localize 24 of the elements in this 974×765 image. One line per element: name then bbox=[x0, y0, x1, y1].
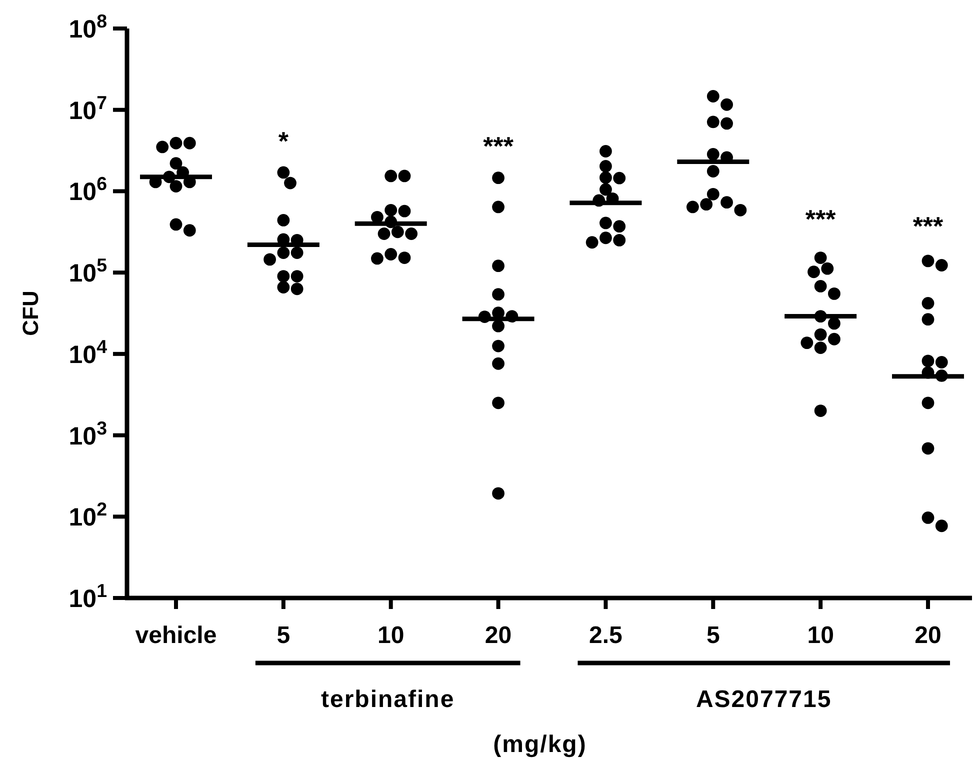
x-axis-title: (mg/kg) bbox=[493, 731, 587, 758]
annotation: *** bbox=[912, 211, 944, 241]
y-tick-label: 10$^{3}$ bbox=[68, 416, 107, 450]
y-tick-label: 10$^{7}$ bbox=[68, 91, 107, 125]
y-axis-title: CFU bbox=[18, 290, 43, 336]
y-tick-label: 10$^{8}$ bbox=[68, 10, 107, 44]
annotation: *** bbox=[805, 204, 837, 234]
y-tick-label: 10$^{5}$ bbox=[68, 254, 107, 288]
y-tick-label: 10$^{2}$ bbox=[68, 498, 107, 532]
x-tick-label: 20 bbox=[484, 622, 512, 649]
x-tick-label: vehicle bbox=[135, 622, 217, 649]
y-tick-label: 10$^{4}$ bbox=[68, 335, 108, 369]
y-tick-label: 10$^{6}$ bbox=[68, 172, 107, 206]
x-tick-label: 5 bbox=[706, 622, 720, 649]
annotation: * bbox=[278, 126, 290, 156]
annotation: *** bbox=[483, 131, 514, 161]
x-tick-label: 10 bbox=[378, 622, 404, 649]
text: terbinafine bbox=[321, 686, 455, 713]
x-tick-label: 10 bbox=[807, 622, 834, 649]
x-tick-label: 20 bbox=[914, 622, 942, 649]
x-tick-label: 2.5 bbox=[589, 622, 622, 649]
x-tick-label: 5 bbox=[276, 622, 290, 649]
y-tick-label: 10$^{1}$ bbox=[68, 580, 107, 613]
text: AS2077715 bbox=[696, 686, 832, 713]
